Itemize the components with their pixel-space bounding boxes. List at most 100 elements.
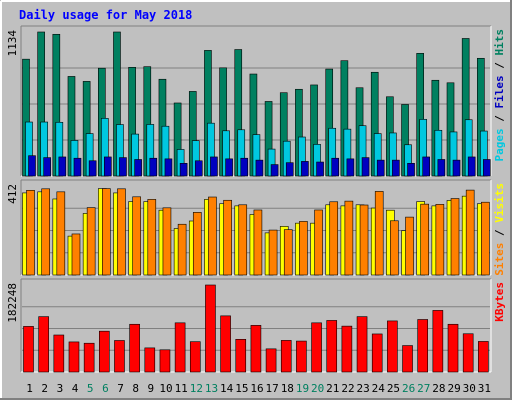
bar-kbytes-day-13 bbox=[205, 284, 216, 373]
bar-kbytes-day-14 bbox=[220, 315, 231, 373]
bar-pages-day-20 bbox=[316, 161, 324, 177]
bar-sites-day-15 bbox=[238, 204, 248, 276]
bar-kbytes-day-15 bbox=[235, 339, 247, 373]
bar-kbytes-day-24 bbox=[371, 333, 383, 373]
bar-sites-day-8 bbox=[132, 196, 141, 276]
bar-pages-day-9 bbox=[149, 157, 158, 177]
bar-kbytes-day-29 bbox=[447, 323, 459, 373]
x-tick-label-day-9: 9 bbox=[148, 382, 155, 395]
bar-pages-day-26 bbox=[407, 163, 415, 177]
bar-sites-day-31 bbox=[481, 201, 490, 276]
x-tick-label-day-26: 26 bbox=[402, 382, 415, 395]
bar-sites-day-2 bbox=[41, 188, 50, 276]
bar-kbytes-day-10 bbox=[159, 349, 171, 373]
legend-part: KBytes bbox=[493, 282, 506, 322]
bar-sites-day-24 bbox=[374, 191, 384, 276]
x-tick-label-day-4: 4 bbox=[72, 382, 79, 395]
bar-kbytes-day-28 bbox=[432, 310, 444, 373]
bar-kbytes-day-23 bbox=[356, 316, 368, 373]
x-tick-label-day-27: 27 bbox=[417, 382, 430, 395]
x-tick-label-day-13: 13 bbox=[205, 382, 218, 395]
x-tick-label-day-16: 16 bbox=[250, 382, 263, 395]
bar-kbytes-day-16 bbox=[250, 325, 262, 373]
x-tick-label-day-18: 18 bbox=[281, 382, 294, 395]
legend-part: / bbox=[493, 109, 506, 129]
legend-part: / bbox=[493, 56, 506, 76]
x-tick-label-day-8: 8 bbox=[132, 382, 139, 395]
bar-sites-day-9 bbox=[147, 199, 157, 276]
x-tick-label-day-11: 11 bbox=[175, 382, 188, 395]
bar-pages-day-23 bbox=[361, 157, 370, 177]
bar-kbytes-day-7 bbox=[114, 340, 125, 373]
bar-pages-day-5 bbox=[88, 160, 97, 177]
series-legend-visits-sites: Sites / Visits bbox=[493, 183, 506, 276]
bar-pages-day-25 bbox=[392, 159, 400, 177]
x-tick-label-day-24: 24 bbox=[372, 382, 386, 395]
legend-part: Visits bbox=[493, 183, 506, 223]
x-tick-label-day-29: 29 bbox=[447, 382, 460, 395]
legend-part: Files bbox=[493, 75, 506, 108]
bar-pages-day-21 bbox=[331, 157, 340, 177]
bar-sites-day-4 bbox=[71, 233, 81, 276]
bar-kbytes-day-21 bbox=[326, 320, 338, 373]
bar-kbytes-day-11 bbox=[174, 322, 186, 373]
legend-part: Hits bbox=[493, 29, 506, 56]
bar-sites-day-14 bbox=[223, 199, 232, 276]
bar-sites-day-16 bbox=[253, 209, 263, 276]
series-legend-kbytes: KBytes bbox=[493, 282, 506, 322]
bar-pages-day-7 bbox=[119, 157, 127, 177]
bar-pages-day-18 bbox=[285, 162, 294, 177]
x-tick-label-day-3: 3 bbox=[57, 382, 64, 395]
x-tick-label-day-17: 17 bbox=[266, 382, 279, 395]
bar-pages-day-24 bbox=[376, 159, 385, 177]
x-tick-label-day-19: 19 bbox=[296, 382, 309, 395]
bar-kbytes-day-27 bbox=[417, 319, 428, 373]
bar-pages-day-2 bbox=[43, 157, 51, 177]
bar-kbytes-day-31 bbox=[478, 341, 489, 373]
x-tick-label-day-6: 6 bbox=[102, 382, 109, 395]
bar-kbytes-day-17 bbox=[265, 348, 277, 373]
legend-part: Sites bbox=[493, 243, 506, 276]
bar-sites-day-6 bbox=[102, 188, 111, 276]
bar-kbytes-day-6 bbox=[99, 330, 110, 373]
bar-kbytes-day-20 bbox=[311, 322, 322, 373]
bar-sites-day-3 bbox=[56, 191, 66, 276]
x-tick-label-day-7: 7 bbox=[117, 382, 124, 395]
bar-sites-day-13 bbox=[208, 196, 217, 276]
bar-kbytes-day-2 bbox=[38, 316, 49, 373]
x-tick-label-day-2: 2 bbox=[41, 382, 48, 395]
bar-pages-day-12 bbox=[194, 160, 203, 177]
bar-pages-day-4 bbox=[73, 157, 82, 177]
x-tick-label-day-25: 25 bbox=[387, 382, 400, 395]
bar-pages-day-16 bbox=[255, 159, 264, 177]
x-tick-label-day-1: 1 bbox=[26, 382, 33, 395]
bar-sites-day-30 bbox=[465, 189, 475, 276]
bar-kbytes-day-22 bbox=[341, 325, 353, 373]
bar-sites-day-10 bbox=[162, 207, 172, 276]
bar-kbytes-day-26 bbox=[402, 345, 413, 373]
bar-sites-day-23 bbox=[359, 204, 369, 276]
bar-kbytes-day-5 bbox=[83, 342, 95, 373]
x-tick-label-day-23: 23 bbox=[357, 382, 370, 395]
x-tick-label-day-5: 5 bbox=[87, 382, 94, 395]
bar-kbytes-day-8 bbox=[129, 323, 140, 373]
bar-kbytes-day-12 bbox=[189, 341, 201, 373]
bar-sites-day-25 bbox=[390, 220, 399, 276]
bar-sites-day-20 bbox=[314, 209, 323, 276]
x-tick-label-day-10: 10 bbox=[159, 382, 172, 395]
bar-sites-day-12 bbox=[192, 212, 202, 276]
bar-pages-day-10 bbox=[164, 158, 173, 177]
bar-sites-day-1 bbox=[26, 190, 35, 276]
bar-pages-day-27 bbox=[422, 156, 430, 177]
series-legend-hits-files-pages: Pages / Files / Hits bbox=[493, 29, 506, 162]
bar-sites-day-28 bbox=[435, 204, 445, 276]
bar-kbytes-day-1 bbox=[23, 326, 34, 373]
bar-kbytes-day-4 bbox=[68, 341, 80, 373]
x-tick-label-day-14: 14 bbox=[220, 382, 234, 395]
bar-pages-day-30 bbox=[467, 156, 476, 177]
legend-part: Pages bbox=[493, 128, 506, 161]
bar-pages-day-14 bbox=[225, 158, 233, 177]
bar-pages-day-31 bbox=[483, 159, 491, 177]
bar-kbytes-day-18 bbox=[280, 340, 292, 373]
